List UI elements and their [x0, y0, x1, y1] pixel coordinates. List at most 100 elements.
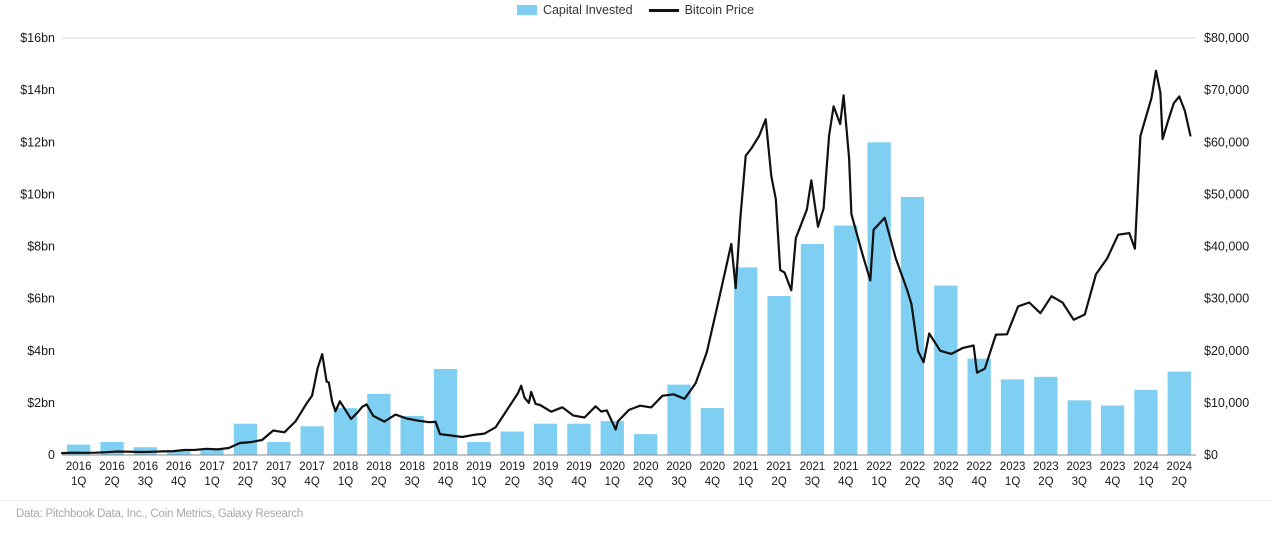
x-axis-year-label: 2016 [166, 461, 192, 473]
x-axis-quarter-label: 2Q [505, 476, 520, 488]
x-axis-quarter-label: 1Q [1005, 476, 1020, 488]
x-axis-quarter-label: 2Q [1172, 476, 1187, 488]
x-axis-quarter-label: 3Q [538, 476, 553, 488]
x-axis-year-label: 2023 [1033, 461, 1059, 473]
x-axis-quarter-label: 2Q [771, 476, 786, 488]
left-axis-tick: $12bn [20, 135, 55, 149]
capital-invested-bar [1167, 371, 1191, 455]
x-axis-year-label: 2024 [1133, 461, 1159, 473]
capital-invested-bar [967, 358, 991, 455]
capital-invested-bar [500, 431, 524, 455]
x-axis-year-label: 2018 [366, 461, 392, 473]
x-axis-year-label: 2024 [1167, 461, 1193, 473]
capital-invested-bar [300, 426, 324, 455]
x-axis-quarter-label: 3Q [405, 476, 420, 488]
capital-invested-bar [1000, 379, 1025, 455]
capital-invested-bar [367, 393, 391, 455]
x-axis-year-label: 2017 [299, 461, 325, 473]
x-axis-quarter-label: 1Q [71, 476, 86, 488]
x-axis-quarter-label: 1Q [738, 476, 753, 488]
footer-separator [0, 500, 1271, 501]
x-axis-quarter-label: 2Q [638, 476, 653, 488]
capital-invested-bar [400, 415, 424, 455]
right-axis-tick: $30,000 [1204, 292, 1249, 306]
x-axis-quarter-label: 1Q [871, 476, 886, 488]
left-axis-tick: $10bn [20, 187, 55, 201]
capital-invested-bar [900, 197, 925, 455]
x-axis-year-label: 2019 [566, 461, 592, 473]
x-axis-quarter-label: 2Q [371, 476, 386, 488]
x-axis-year-label: 2020 [633, 461, 659, 473]
x-axis-quarter-label: 3Q [805, 476, 820, 488]
legend-label-capital-invested: Capital Invested [542, 3, 633, 17]
x-axis-quarter-label: 3Q [671, 476, 686, 488]
x-axis-year-label: 2018 [433, 461, 459, 473]
legend-label-bitcoin-price: Bitcoin Price [684, 3, 755, 17]
capital-invested-bar [67, 444, 91, 455]
x-axis-year-label: 2021 [733, 461, 759, 473]
x-axis-quarter-label: 4Q [571, 476, 586, 488]
left-axis-tick: $8bn [27, 240, 55, 254]
x-axis-year-label: 2019 [500, 461, 526, 473]
capital-invested-bar [267, 442, 291, 455]
x-axis-quarter-label: 4Q [1105, 476, 1120, 488]
x-axis-year-label: 2020 [700, 461, 726, 473]
x-axis-quarter-label: 1Q [338, 476, 353, 488]
x-axis-year-label: 2018 [399, 461, 425, 473]
left-axis-tick: $14bn [20, 83, 55, 97]
left-axis-tick: $4bn [27, 344, 55, 358]
x-axis-quarter-label: 3Q [138, 476, 153, 488]
x-axis-quarter-label: 2Q [1038, 476, 1053, 488]
capital-invested-bar [1134, 389, 1158, 455]
capital-invested-bar [233, 423, 258, 455]
capital-invested-bar [600, 421, 624, 455]
right-axis-tick: $10,000 [1204, 396, 1249, 410]
left-axis-tick: $16bn [20, 31, 55, 45]
right-axis-tick: $70,000 [1204, 83, 1249, 97]
x-axis-quarter-label: 4Q [171, 476, 186, 488]
x-axis-year-label: 2016 [99, 461, 125, 473]
x-axis-year-label: 2022 [933, 461, 959, 473]
right-axis-tick: $0 [1204, 448, 1218, 462]
x-axis-quarter-label: 1Q [204, 476, 219, 488]
x-axis-year-label: 2020 [666, 461, 692, 473]
x-axis-year-label: 2022 [966, 461, 992, 473]
capital-invested-bar [533, 423, 558, 455]
x-axis-quarter-label: 2Q [905, 476, 920, 488]
left-axis-tick: 0 [48, 448, 55, 462]
x-axis-quarter-label: 4Q [972, 476, 987, 488]
capital-invested-bar [467, 442, 491, 455]
x-axis-year-label: 2016 [133, 461, 159, 473]
capital-invested-bar [634, 434, 658, 455]
bitcoin-price-swatch-icon [648, 8, 679, 12]
x-axis-quarter-label: 4Q [838, 476, 853, 488]
capital-invested-bar [1100, 405, 1125, 455]
x-axis-quarter-label: 1Q [1138, 476, 1153, 488]
right-axis-tick: $40,000 [1204, 240, 1249, 254]
x-axis-quarter-label: 1Q [605, 476, 620, 488]
right-axis-tick: $50,000 [1204, 187, 1249, 201]
left-axis-tick: $6bn [27, 292, 55, 306]
x-axis-year-label: 2023 [1067, 461, 1093, 473]
x-axis-year-label: 2016 [66, 461, 92, 473]
right-axis-tick: $20,000 [1204, 344, 1249, 358]
right-axis-tick: $80,000 [1204, 31, 1249, 45]
left-axis-tick: $2bn [27, 396, 55, 410]
x-axis-quarter-label: 2Q [104, 476, 119, 488]
capital-invested-bar [167, 451, 191, 455]
capital-invested-bar [734, 267, 758, 456]
x-axis-year-label: 2022 [900, 461, 926, 473]
legend-item-capital-invested: Capital Invested [516, 3, 633, 17]
x-axis-year-label: 2021 [766, 461, 792, 473]
capital-invested-bar [934, 285, 958, 455]
data-source: Data: Pitchbook Data, Inc., Coin Metrics… [16, 508, 304, 520]
capital-invested-bar [1034, 376, 1058, 455]
x-axis-quarter-label: 4Q [304, 476, 319, 488]
x-axis-year-label: 2021 [800, 461, 826, 473]
x-axis-year-label: 2017 [266, 461, 292, 473]
x-axis-year-label: 2019 [466, 461, 492, 473]
x-axis-year-label: 2023 [1100, 461, 1126, 473]
x-axis-year-label: 2018 [333, 461, 359, 473]
